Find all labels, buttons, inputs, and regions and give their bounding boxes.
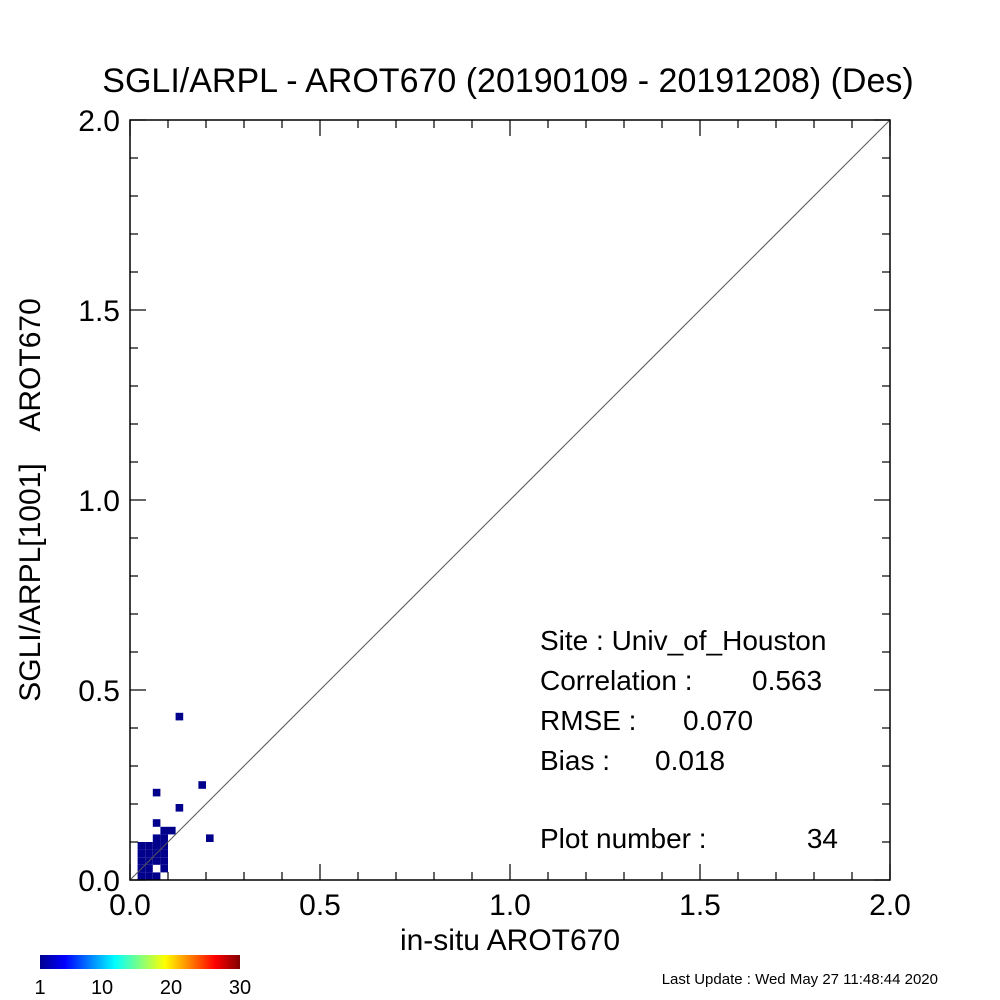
one-to-one-line bbox=[129, 119, 891, 881]
density-bin-26 bbox=[198, 781, 206, 789]
bias-value: 0.018 bbox=[655, 745, 725, 776]
site-text: Site : Univ_of_Houston bbox=[540, 625, 826, 656]
density-bin-27 bbox=[175, 712, 184, 721]
density-bin-16 bbox=[152, 842, 161, 850]
x-axis-label: in-situ AROT670 bbox=[400, 924, 620, 957]
density-bin-25 bbox=[152, 788, 161, 797]
density-bin-22 bbox=[152, 819, 161, 827]
x-tick-labels: 0.0 0.5 1.0 1.5 2.0 bbox=[109, 889, 911, 922]
y-tick-label: 0.5 bbox=[78, 675, 120, 708]
density-bin-23 bbox=[206, 834, 214, 842]
density-bin-20 bbox=[160, 826, 168, 835]
density-bin-14 bbox=[137, 842, 146, 850]
colorbar-tick-label: 30 bbox=[229, 977, 251, 999]
rmse-value: 0.070 bbox=[683, 705, 753, 736]
y-tick-label: 2.0 bbox=[78, 105, 120, 138]
density-bin-10 bbox=[137, 849, 146, 858]
density-bin-0 bbox=[137, 872, 146, 880]
last-update-text: Last Update : Wed May 27 11:48:44 2020 bbox=[662, 971, 938, 988]
density-bin-13 bbox=[160, 849, 168, 858]
density-bin-6 bbox=[137, 857, 146, 865]
x-tick-label: 0.0 bbox=[109, 889, 151, 922]
y-tick-labels: 0.0 0.5 1.0 1.5 2.0 bbox=[78, 105, 120, 898]
density-bin-11 bbox=[145, 849, 153, 858]
density-bin-1 bbox=[145, 872, 153, 880]
density-bin-15 bbox=[145, 842, 153, 850]
density-bin-4 bbox=[145, 864, 153, 873]
plot-number-label: Plot number : bbox=[540, 823, 707, 854]
density-bin-24 bbox=[175, 804, 184, 812]
bias-label: Bias : bbox=[540, 745, 610, 776]
colorbar-tick-label: 20 bbox=[160, 977, 182, 999]
chart-title: SGLI/ARPL - AROT670 (20190109 - 20191208… bbox=[102, 62, 913, 100]
density-bin-21 bbox=[168, 826, 176, 835]
stats-annotation: Site : Univ_of_Houston Correlation : 0.5… bbox=[540, 625, 838, 854]
correlation-value: 0.563 bbox=[752, 665, 822, 696]
y-tick-label: 1.5 bbox=[78, 295, 120, 328]
density-bin-8 bbox=[152, 857, 161, 865]
x-tick-label: 0.5 bbox=[299, 889, 341, 922]
plot-number-value: 34 bbox=[807, 823, 838, 854]
colorbar-tick-label: 10 bbox=[91, 977, 113, 999]
colorbar: 1 10 20 30 bbox=[34, 955, 251, 999]
density-bin-18 bbox=[152, 834, 161, 842]
density-bin-2 bbox=[152, 872, 161, 880]
correlation-label: Correlation : bbox=[540, 665, 693, 696]
density-bin-5 bbox=[160, 864, 168, 873]
axis-ticks bbox=[129, 119, 891, 881]
y-axis-label: SGLI/ARPL[1001] AROT670 bbox=[14, 298, 47, 702]
colorbar-tick-label: 1 bbox=[34, 977, 45, 999]
y-tick-label: 0.0 bbox=[78, 865, 120, 898]
x-tick-label: 1.5 bbox=[679, 889, 721, 922]
x-tick-label: 1.0 bbox=[489, 889, 531, 922]
plot-area bbox=[137, 712, 214, 880]
x-tick-label: 2.0 bbox=[869, 889, 911, 922]
colorbar-tick-labels: 1 10 20 30 bbox=[34, 977, 251, 999]
density-bin-19 bbox=[160, 834, 168, 842]
density-bin-9 bbox=[160, 857, 168, 865]
y-tick-label: 1.0 bbox=[78, 485, 120, 518]
rmse-label: RMSE : bbox=[540, 705, 636, 736]
colorbar-gradient bbox=[40, 955, 240, 969]
